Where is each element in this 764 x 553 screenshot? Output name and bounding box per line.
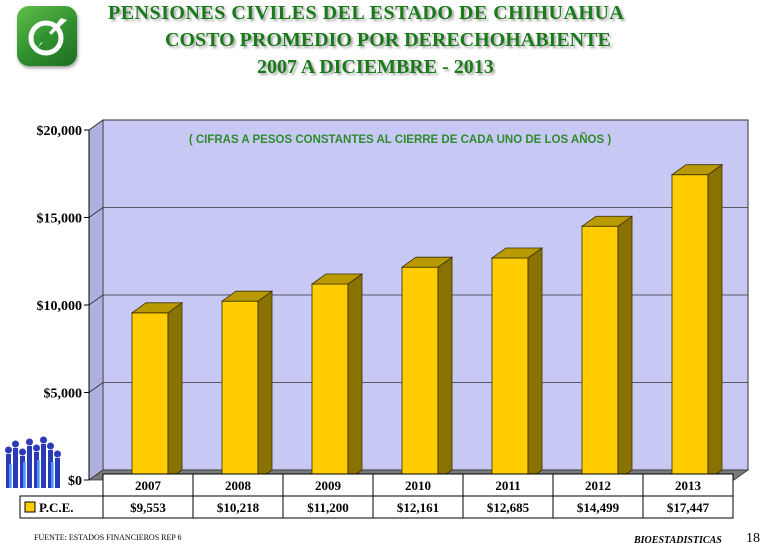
gridline-side: [88, 382, 104, 393]
value-label: $11,200: [307, 500, 349, 515]
title-line-3: 2007 A DICIEMBRE - 2013: [257, 56, 494, 78]
bar-top: [670, 164, 724, 176]
page-number: 18: [746, 531, 760, 546]
gridline-side: [88, 119, 104, 131]
bar: [491, 257, 529, 481]
legend-swatch: [24, 501, 36, 513]
bar-top: [130, 302, 184, 314]
bar-side: [437, 256, 453, 481]
bar-side: [347, 273, 363, 481]
y-tick-label: $5,000: [44, 387, 83, 402]
gridline-side: [88, 294, 104, 306]
bar: [401, 266, 439, 481]
title-line-1: PENSIONES CIVILES DEL ESTADO DE CHIHUAHU…: [108, 2, 625, 24]
bar-top: [310, 273, 364, 285]
pce-logo: [17, 6, 77, 66]
title-line-2: COSTO PROMEDIO POR DERECHOHABIENTE: [165, 29, 611, 51]
value-label: $9,553: [130, 500, 166, 515]
y-tick-label: $10,000: [37, 299, 83, 314]
bar-side: [617, 215, 633, 481]
legend-label: P.C.E.: [39, 500, 74, 515]
gridline-side: [88, 207, 104, 218]
category-label: 2013: [675, 478, 702, 493]
bar-top: [220, 290, 274, 302]
bar-side: [257, 290, 273, 481]
bar: [131, 312, 169, 481]
category-label: 2009: [315, 478, 342, 493]
bar-side: [707, 163, 723, 481]
value-label: $14,499: [577, 500, 620, 515]
department-label: BIOESTADISTICAS: [634, 535, 722, 546]
bar: [671, 174, 709, 481]
bar-side: [527, 247, 543, 481]
bar-top: [400, 256, 454, 268]
y-tick-label: $0: [68, 474, 82, 489]
category-label: 2010: [405, 478, 431, 493]
value-label: $17,447: [667, 500, 710, 515]
source-note: FUENTE: ESTADOS FINANCIEROS REP 6: [34, 533, 182, 542]
category-label: 2008: [225, 478, 252, 493]
value-label: $12,685: [487, 500, 530, 515]
chart-subtitle: ( CIFRAS A PESOS CONSTANTES AL CIERRE DE…: [189, 133, 612, 146]
bar-side: [167, 302, 183, 481]
logo-emblem-icon: [28, 18, 67, 56]
bar: [221, 300, 259, 481]
value-label: $10,218: [217, 500, 260, 515]
y-tick-label: $20,000: [37, 124, 83, 139]
value-label: $12,161: [397, 500, 439, 515]
bar-top: [580, 215, 634, 227]
category-label: 2012: [585, 478, 611, 493]
bar: [311, 283, 349, 481]
category-label: 2007: [135, 478, 162, 493]
people-crowd-icon: [4, 436, 64, 490]
bar: [581, 225, 619, 481]
values-row: [19, 495, 734, 519]
y-tick-label: $15,000: [37, 212, 83, 227]
bar-top: [490, 247, 544, 259]
category-label: 2011: [495, 478, 520, 493]
